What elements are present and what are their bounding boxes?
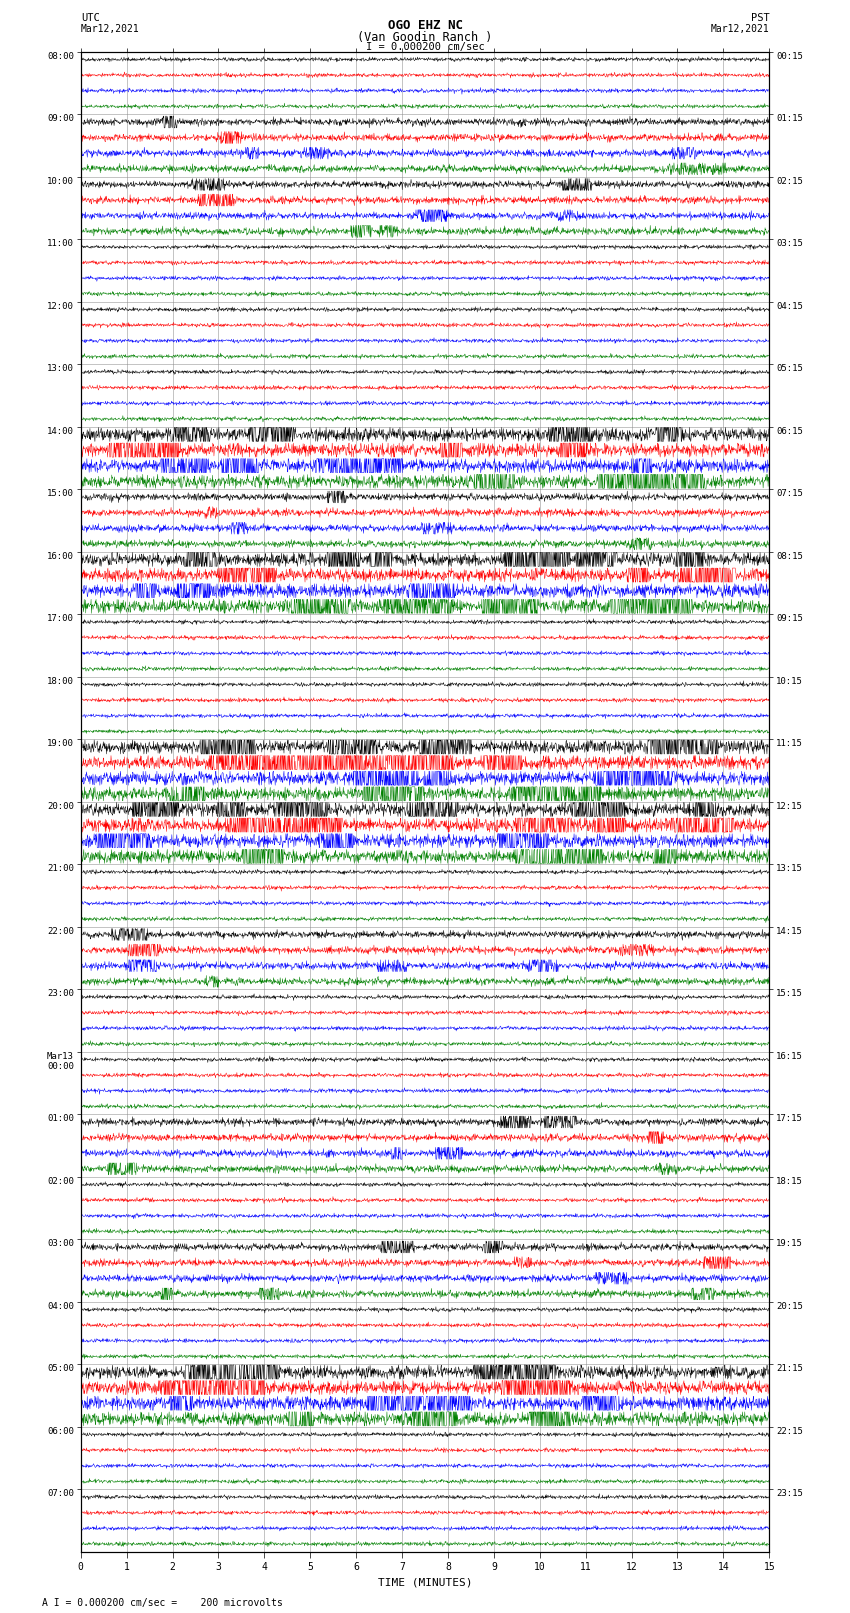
Text: UTC: UTC — [81, 13, 99, 23]
Text: PST: PST — [751, 13, 769, 23]
Text: A I = 0.000200 cm/sec =    200 microvolts: A I = 0.000200 cm/sec = 200 microvolts — [42, 1598, 283, 1608]
Text: Mar12,2021: Mar12,2021 — [81, 24, 139, 34]
X-axis label: TIME (MINUTES): TIME (MINUTES) — [377, 1578, 473, 1587]
Text: I = 0.000200 cm/sec: I = 0.000200 cm/sec — [366, 42, 484, 52]
Text: OGO EHZ NC: OGO EHZ NC — [388, 19, 462, 32]
Text: (Van Goodin Ranch ): (Van Goodin Ranch ) — [357, 31, 493, 44]
Text: Mar12,2021: Mar12,2021 — [711, 24, 769, 34]
